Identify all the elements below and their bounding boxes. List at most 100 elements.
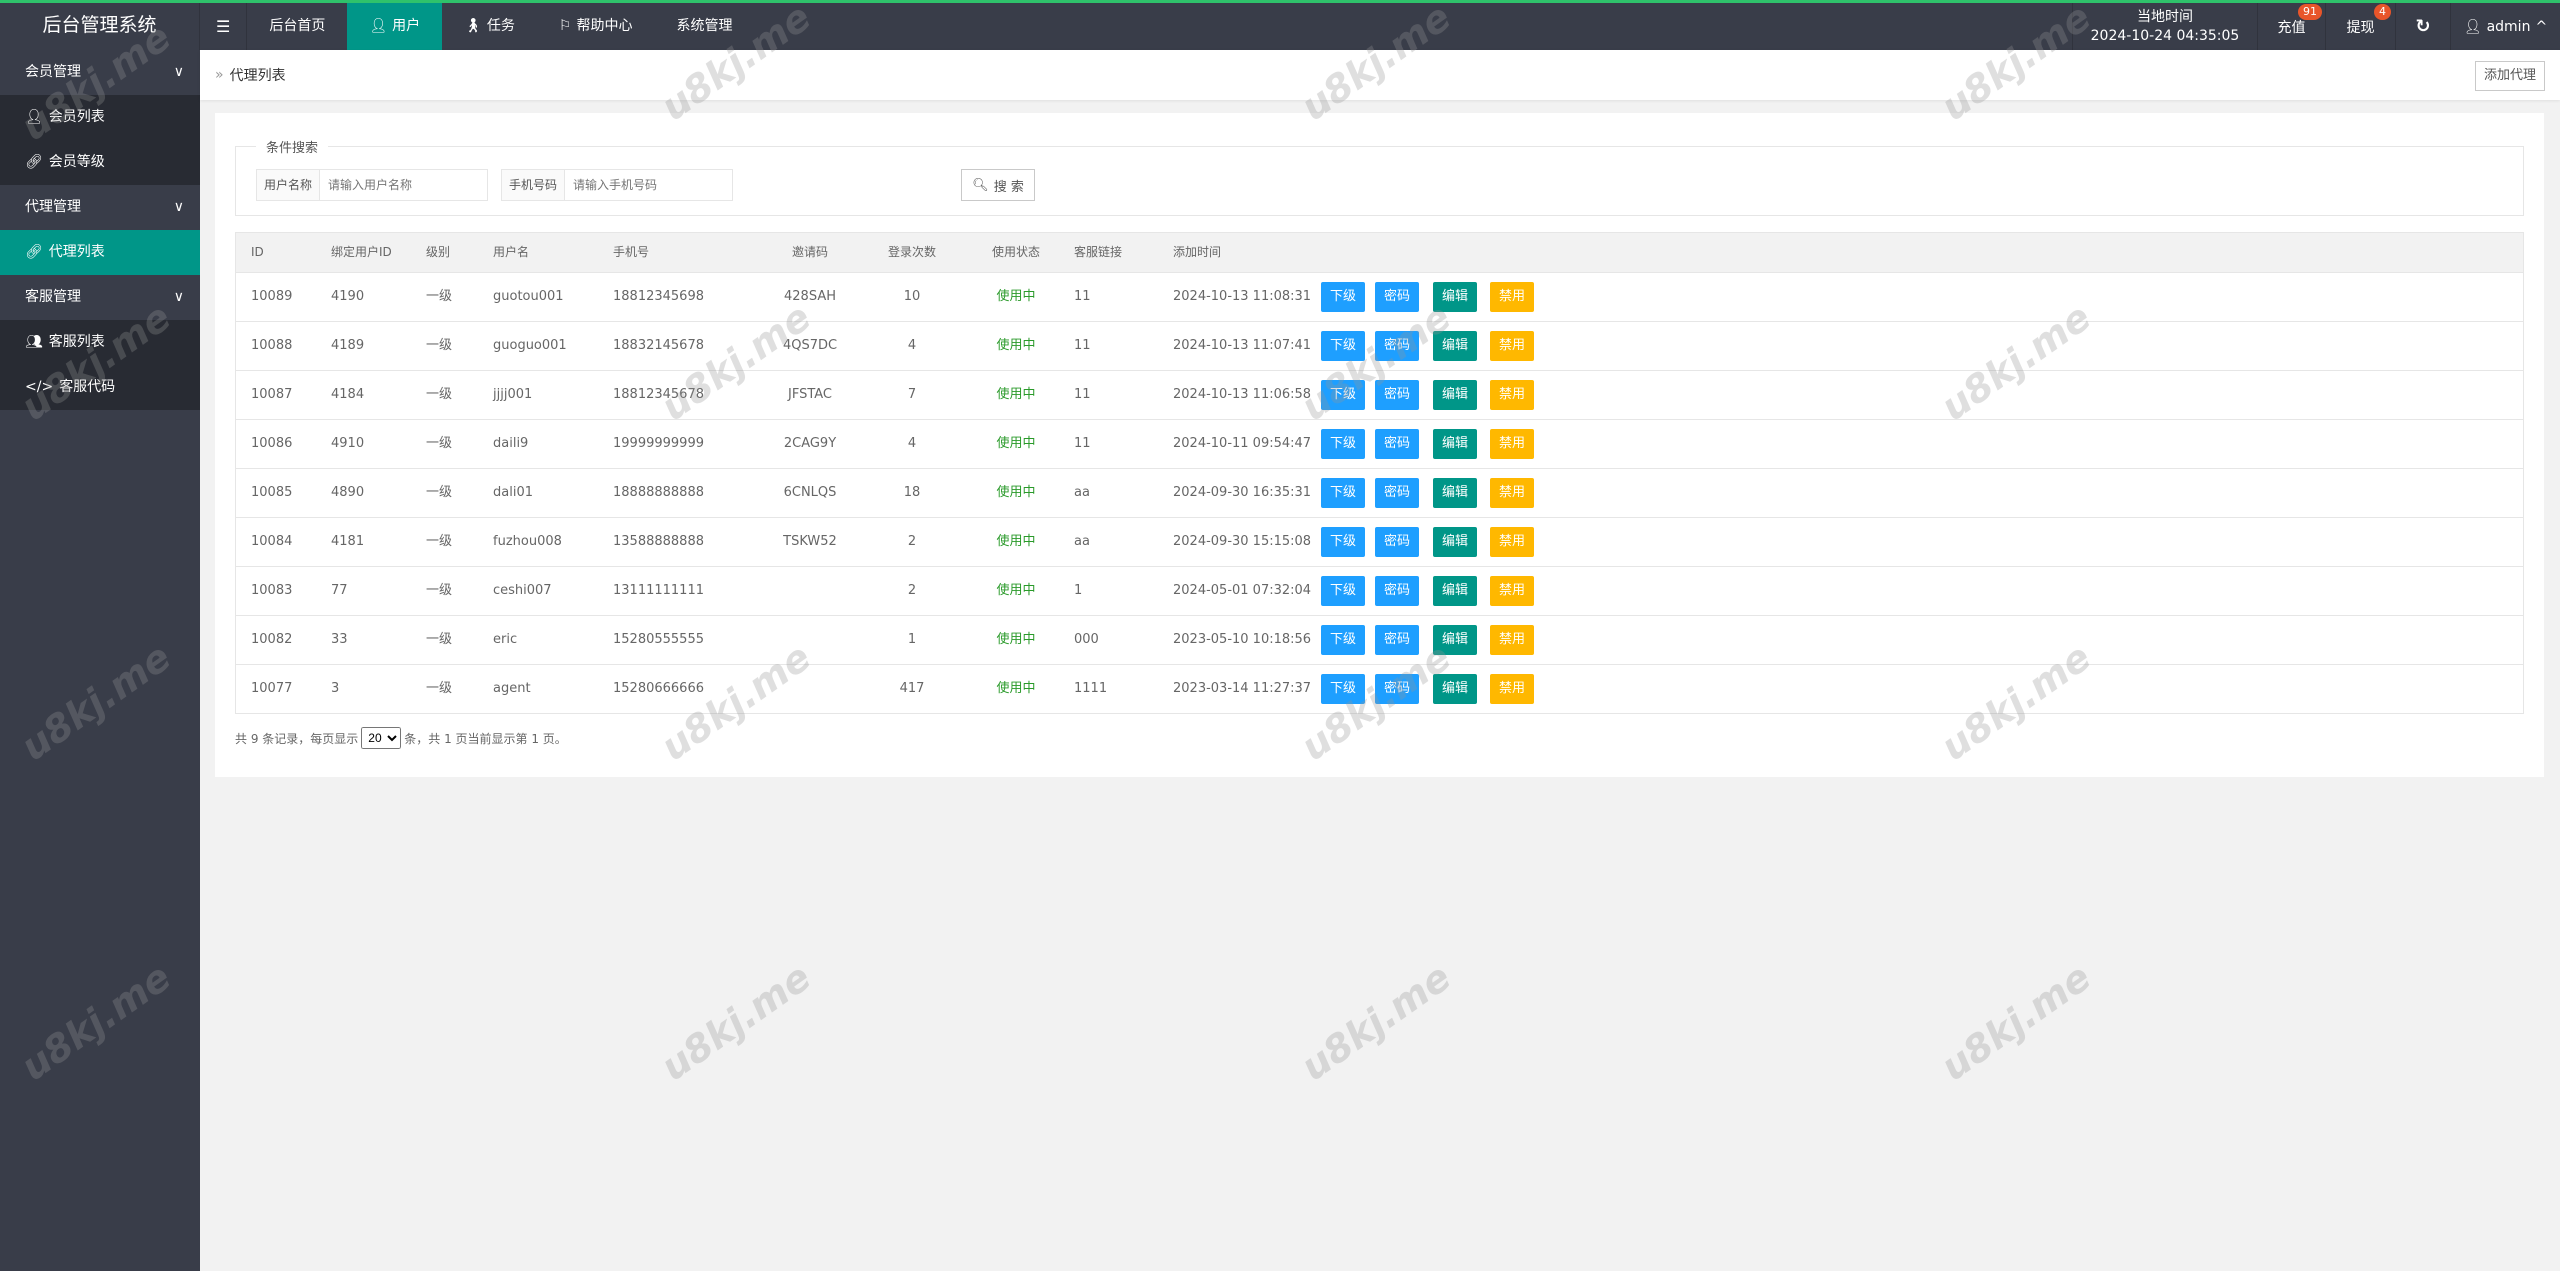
subordinates-button[interactable]: 下级 [1321,331,1365,361]
subordinates-button[interactable]: 下级 [1321,527,1365,557]
admin-menu[interactable]: 👤︎ admin ^ [2450,3,2560,50]
group-label: 客服管理 [25,289,81,305]
password-button[interactable]: 密码 [1375,331,1419,361]
disable-button[interactable]: 禁用 [1490,331,1534,361]
cell-level: 一级 [426,583,453,598]
cell-invite-code: 6CNLQS [783,485,837,500]
cell-added-time: 2024-10-13 11:08:31 [1173,289,1312,304]
column-header-service-link: 客服链接 [1074,245,1123,259]
cell-status: 使用中 [996,338,1036,353]
disable-button[interactable]: 禁用 [1490,478,1534,508]
password-button[interactable]: 密码 [1375,625,1419,655]
cell-invite-code: TSKW52 [783,534,837,549]
nav-home[interactable]: 后台首页 [247,3,347,50]
password-button[interactable]: 密码 [1375,674,1419,704]
sidebar-group-service[interactable]: 客服管理 ∨ [0,275,200,320]
nav-help[interactable]: ⚐ 帮助中心 [537,3,655,50]
pagination-suffix: 条，共 1 页当前显示第 1 页。 [404,731,567,746]
withdraw-link[interactable]: 提现 4 [2325,3,2395,50]
disable-button[interactable]: 禁用 [1490,380,1534,410]
withdraw-badge: 4 [2374,4,2391,20]
subordinates-button[interactable]: 下级 [1321,674,1365,704]
sidebar-item-service-code[interactable]: </> 客服代码 [0,365,200,410]
cell-login-count: 2 [907,534,917,549]
cell-username: dali01 [493,485,533,500]
pagination-prefix: 共 9 条记录，每页显示 [235,731,359,746]
sidebar-group-agents[interactable]: 代理管理 ∨ [0,185,200,230]
table-row: 10087 4184 一级 jjjj001 18812345678 JFSTAC 7 使用中 1… [236,370,2523,419]
group-label: 会员管理 [25,64,81,80]
cell-level: 一级 [426,436,453,451]
nav-system-label: 系统管理 [676,18,733,34]
username-input[interactable] [320,170,488,200]
subordinates-button[interactable]: 下级 [1321,282,1365,312]
cell-service-link: 1 [1074,583,1083,598]
edit-button[interactable]: 编辑 [1433,674,1477,704]
cell-status: 使用中 [996,681,1036,696]
subordinates-button[interactable]: 下级 [1321,478,1365,508]
cell-level: 一级 [426,485,453,500]
app-logo: 后台管理系统 [0,3,200,50]
password-button[interactable]: 密码 [1375,576,1419,606]
nav-tasks[interactable]: 🚶︎ 任务 [442,3,537,50]
column-header-added-time: 添加时间 [1173,245,1222,259]
cell-service-link: aa [1074,534,1090,549]
cell-service-link: 1111 [1074,681,1108,696]
sidebar-group-members[interactable]: 会员管理 ∨ [0,50,200,95]
edit-button[interactable]: 编辑 [1433,429,1477,459]
subordinates-button[interactable]: 下级 [1321,625,1365,655]
sidebar-item-member-list[interactable]: 👤︎ 会员列表 [0,95,200,140]
disable-button[interactable]: 禁用 [1490,674,1534,704]
add-agent-button[interactable]: 添加代理 [2474,61,2545,91]
edit-button[interactable]: 编辑 [1433,331,1477,361]
cell-added-time: 2024-09-30 16:35:31 [1173,485,1312,500]
password-button[interactable]: 密码 [1375,380,1419,410]
edit-button[interactable]: 编辑 [1433,380,1477,410]
edit-button[interactable]: 编辑 [1433,478,1477,508]
phone-field-group: 手机号码 [501,169,734,201]
disable-button[interactable]: 禁用 [1490,429,1534,459]
refresh-icon[interactable]: ↻ [2395,3,2450,50]
disable-button[interactable]: 禁用 [1490,576,1534,606]
password-button[interactable]: 密码 [1375,429,1419,459]
table-row: 10083 77 一级 ceshi007 13111111111 2 使用中 1 2024-05… [236,566,2523,615]
subordinates-button[interactable]: 下级 [1321,576,1365,606]
phone-input[interactable] [565,170,733,200]
edit-button[interactable]: 编辑 [1433,282,1477,312]
disable-button[interactable]: 禁用 [1490,527,1534,557]
nav-system[interactable]: 系统管理 [654,3,754,50]
cell-phone: 15280555555 [613,632,704,647]
edit-button[interactable]: 编辑 [1433,527,1477,557]
password-button[interactable]: 密码 [1375,478,1419,508]
page-size-select[interactable]: 20 [361,727,402,749]
subordinates-button[interactable]: 下级 [1321,429,1365,459]
disable-button[interactable]: 禁用 [1490,625,1534,655]
column-header-status: 使用状态 [991,245,1041,259]
disable-button[interactable]: 禁用 [1490,282,1534,312]
subordinates-button[interactable]: 下级 [1321,380,1365,410]
menu-toggle-icon[interactable]: ☰ [200,3,248,50]
cell-phone: 18888888888 [613,485,704,500]
sidebar-item-member-level[interactable]: 🔗︎ 会员等级 [0,140,200,185]
admin-name: admin [2486,18,2531,35]
item-label: 代理列表 [48,244,105,260]
cell-id: 10088 [251,338,293,353]
cell-invite-code: 2CAG9Y [783,436,837,451]
nav-users-label: 用户 [392,18,421,34]
breadcrumb: » 代理列表 添加代理 [200,50,2560,100]
chevron-down-icon: ∨ [173,64,184,80]
search-button[interactable]: 🔍︎ 搜 索 [961,169,1035,201]
sidebar-item-agent-list[interactable]: 🔗︎ 代理列表 [0,230,200,275]
recharge-link[interactable]: 充值 91 [2257,3,2325,50]
cell-service-link: 000 [1074,632,1099,647]
nav-users[interactable]: 👤︎ 用户 [347,3,443,50]
breadcrumb-current: 代理列表 [229,68,286,84]
nav-help-label: 帮助中心 [576,18,633,34]
edit-button[interactable]: 编辑 [1433,625,1477,655]
password-button[interactable]: 密码 [1375,527,1419,557]
watermark: u8kj.me [652,954,819,1090]
edit-button[interactable]: 编辑 [1433,576,1477,606]
sidebar-item-service-list[interactable]: 👥︎ 客服列表 [0,320,200,365]
password-button[interactable]: 密码 [1375,282,1419,312]
cell-added-time: 2023-03-14 11:27:37 [1173,681,1312,696]
